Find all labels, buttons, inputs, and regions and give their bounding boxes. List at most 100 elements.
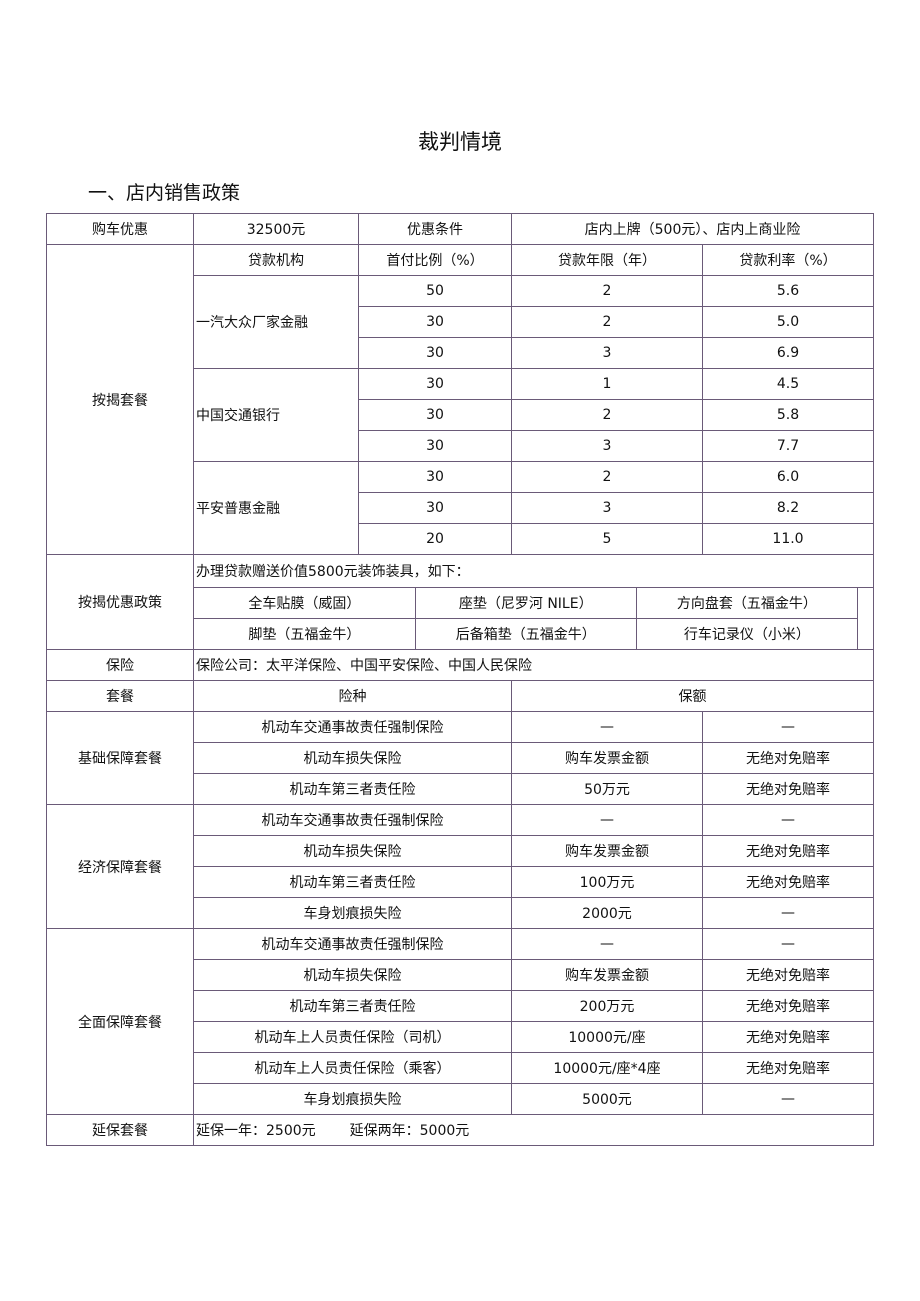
loan-cell: 3 bbox=[511, 492, 703, 524]
loan-cell: 30 bbox=[358, 306, 512, 338]
purchase-row: 购车优惠 32500元 优惠条件 店内上牌（500元）、店内上商业险 bbox=[46, 213, 875, 245]
amount-header: 保额 bbox=[510, 680, 875, 712]
coverage-type: 车身划痕损失险 bbox=[193, 897, 512, 929]
coverage-type: 机动车上人员责任保险（司机） bbox=[193, 1021, 512, 1053]
accessory-item: 方向盘套（五福金牛） bbox=[635, 588, 859, 619]
insurance-header-row: 套餐 险种 保额 bbox=[46, 680, 875, 712]
loan-cell: 20 bbox=[358, 523, 512, 555]
insurance-label: 保险 bbox=[46, 649, 194, 681]
coverage-amount: 50万元 bbox=[511, 773, 703, 805]
deductible: — bbox=[701, 928, 875, 960]
deductible: — bbox=[701, 711, 875, 743]
loan-cell: 1 bbox=[511, 368, 703, 400]
loan-row: 30 2 5.0 bbox=[47, 306, 875, 338]
insurance-package-row: 机动车第三者责任险 50万元 无绝对免赔率 bbox=[47, 773, 875, 805]
loan-cell: 2 bbox=[511, 399, 703, 431]
coverage-amount: 10000元/座*4座 bbox=[511, 1052, 703, 1084]
condition-value: 店内上牌（500元）、店内上商业险 bbox=[510, 213, 875, 245]
coverage-header: 险种 bbox=[193, 680, 512, 712]
loan-cell: 30 bbox=[358, 337, 512, 369]
loan-header: 首付比例（%） bbox=[358, 244, 512, 276]
coverage-type: 机动车交通事故责任强制保险 bbox=[193, 711, 512, 743]
insurance-package-row: 车身划痕损失险 2000元 — bbox=[47, 897, 875, 929]
loan-institution: 平安普惠金融 bbox=[193, 461, 359, 555]
loan-cell: 30 bbox=[358, 368, 512, 400]
coverage-type: 机动车交通事故责任强制保险 bbox=[193, 804, 512, 836]
accessory-table: 全车贴膜（威固） 座垫（尼罗河 NILE） 方向盘套（五福金牛） 脚垫（五福金牛） 后备… bbox=[194, 588, 859, 649]
loan-cell: 30 bbox=[358, 492, 512, 524]
deductible: 无绝对免赔率 bbox=[701, 866, 875, 898]
deductible: 无绝对免赔率 bbox=[701, 773, 875, 805]
insurance-package-row: 机动车第三者责任险 100万元 无绝对免赔率 bbox=[47, 866, 875, 898]
loan-header: 贷款机构 bbox=[193, 244, 359, 276]
warranty-one-year: 延保一年：2500元 bbox=[196, 1123, 316, 1139]
policy-row: 按揭优惠政策 办理贷款赠送价值5800元装饰装具，如下： 全车贴膜（威固） 座垫（尼罗… bbox=[46, 554, 875, 650]
deductible: — bbox=[701, 1083, 875, 1115]
sales-policy-table: 购车优惠 32500元 优惠条件 店内上牌（500元）、店内上商业险 按揭套餐贷… bbox=[46, 213, 875, 1146]
insurance-package-row: 基础保障套餐 机动车交通事故责任强制保险 — — bbox=[46, 711, 875, 805]
loan-row: 30 2 5.8 bbox=[47, 399, 875, 431]
coverage-amount: 10000元/座 bbox=[511, 1021, 703, 1053]
policy-intro: 办理贷款赠送价值5800元装饰装具，如下： bbox=[194, 555, 874, 588]
insurance-package-row: 机动车损失保险 购车发票金额 无绝对免赔率 bbox=[47, 742, 875, 774]
insurance-package-row: 经济保障套餐 机动车交通事故责任强制保险 — — bbox=[46, 804, 875, 929]
warranty-label: 延保套餐 bbox=[46, 1114, 194, 1146]
loan-row: 中国交通银行 30 1 4.5 bbox=[47, 368, 875, 462]
loan-institution: 一汽大众厂家金融 bbox=[193, 275, 359, 369]
loan-cell: 3 bbox=[511, 430, 703, 462]
warranty-options: 延保一年：2500元 延保两年：5000元 bbox=[192, 1114, 875, 1146]
loan-cell: 6.0 bbox=[701, 461, 875, 493]
loan-row: 30 3 6.9 bbox=[47, 337, 875, 369]
coverage-type: 车身划痕损失险 bbox=[193, 1083, 512, 1115]
warranty-row: 延保套餐 延保一年：2500元 延保两年：5000元 bbox=[46, 1114, 875, 1146]
accessory-item: 全车贴膜（威固） bbox=[194, 588, 416, 619]
deductible: 无绝对免赔率 bbox=[701, 835, 875, 867]
coverage-amount: 购车发票金额 bbox=[511, 742, 703, 774]
insurance-companies: 保险公司：太平洋保险、中国平安保险、中国人民保险 bbox=[192, 649, 875, 681]
loan-cell: 2 bbox=[511, 461, 703, 493]
coverage-amount: — bbox=[511, 804, 703, 836]
loan-cell: 5.6 bbox=[701, 275, 875, 307]
loan-cell: 30 bbox=[358, 461, 512, 493]
section-heading: 一、店内销售政策 bbox=[88, 182, 241, 204]
insurance-package-row: 全面保障套餐 机动车交通事故责任强制保险 — — bbox=[46, 928, 875, 1115]
purchase-amount: 32500元 bbox=[193, 213, 359, 245]
coverage-type: 机动车损失保险 bbox=[193, 835, 512, 867]
insurance-package-row: 机动车上人员责任保险（司机） 10000元/座 无绝对免赔率 bbox=[47, 1021, 875, 1053]
policy-label: 按揭优惠政策 bbox=[46, 554, 194, 650]
package-name: 经济保障套餐 bbox=[46, 804, 194, 929]
coverage-type: 机动车损失保险 bbox=[193, 742, 512, 774]
page-title: 裁判情境 bbox=[418, 130, 502, 154]
accessory-item: 后备箱垫（五福金牛） bbox=[414, 618, 637, 649]
loan-row: 20 5 11.0 bbox=[47, 523, 875, 555]
condition-label: 优惠条件 bbox=[358, 213, 512, 245]
policy-content: 办理贷款赠送价值5800元装饰装具，如下： 全车贴膜（威固） 座垫（尼罗河 NILE… bbox=[192, 554, 875, 650]
package-header: 套餐 bbox=[46, 680, 194, 712]
loan-cell: 5 bbox=[511, 523, 703, 555]
loan-institution: 中国交通银行 bbox=[193, 368, 359, 462]
purchase-label: 购车优惠 bbox=[46, 213, 194, 245]
coverage-amount: 2000元 bbox=[511, 897, 703, 929]
loan-cell: 6.9 bbox=[701, 337, 875, 369]
coverage-type: 机动车第三者责任险 bbox=[193, 866, 512, 898]
loan-cell: 30 bbox=[358, 430, 512, 462]
coverage-amount: — bbox=[511, 711, 703, 743]
deductible: 无绝对免赔率 bbox=[701, 1052, 875, 1084]
loan-label: 按揭套餐 bbox=[46, 244, 194, 555]
loan-cell: 11.0 bbox=[701, 523, 875, 555]
loan-cell: 4.5 bbox=[701, 368, 875, 400]
loan-row: 30 3 8.2 bbox=[47, 492, 875, 524]
coverage-type: 机动车第三者责任险 bbox=[193, 773, 512, 805]
loan-row: 平安普惠金融 30 2 6.0 bbox=[47, 461, 875, 555]
insurance-package-row: 机动车损失保险 购车发票金额 无绝对免赔率 bbox=[47, 959, 875, 991]
warranty-two-year: 延保两年：5000元 bbox=[349, 1123, 470, 1139]
coverage-amount: — bbox=[511, 928, 703, 960]
accessory-item: 脚垫（五福金牛） bbox=[194, 618, 416, 649]
coverage-amount: 100万元 bbox=[511, 866, 703, 898]
deductible: 无绝对免赔率 bbox=[701, 1021, 875, 1053]
deductible: 无绝对免赔率 bbox=[701, 742, 875, 774]
loan-cell: 2 bbox=[511, 306, 703, 338]
deductible: 无绝对免赔率 bbox=[701, 959, 875, 991]
loan-cell: 50 bbox=[358, 275, 512, 307]
loan-cell: 3 bbox=[511, 337, 703, 369]
